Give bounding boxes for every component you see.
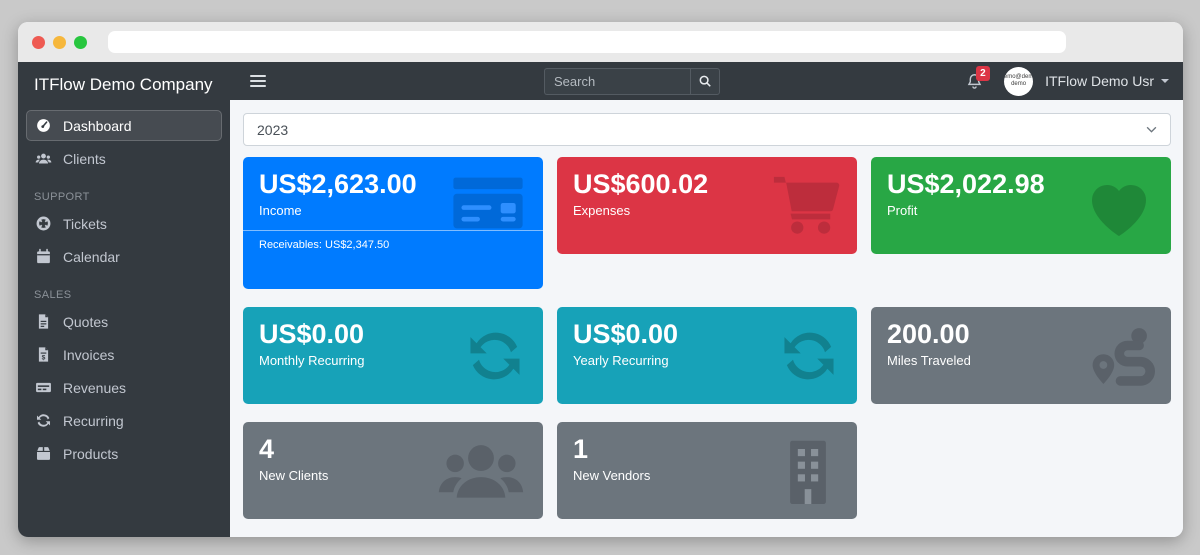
sidebar-item-label: Recurring [63, 412, 124, 429]
sidebar-item-label: Revenues [63, 379, 127, 396]
sidebar-item-label: Invoices [63, 346, 115, 363]
sidebar-nav: Dashboard Clients SUPPORT [18, 104, 230, 475]
user-menu[interactable]: ITFlow Demo Usr [1045, 73, 1169, 89]
sync-icon [36, 414, 51, 427]
sidebar-item-label: Quotes [63, 313, 109, 330]
sync-icon [777, 324, 841, 388]
caret-down-icon [1161, 79, 1169, 83]
card-label: Monthly Recurring [259, 353, 365, 369]
sidebar-item-revenues[interactable]: Revenues [26, 372, 222, 403]
monthly-recurring-card[interactable]: US$0.00 Monthly Recurring [243, 307, 543, 404]
card-footer: Receivables: US$2,347.50 [259, 239, 390, 252]
sidebar-item-calendar[interactable]: Calendar [26, 241, 222, 272]
profit-card[interactable]: US$2,022.98 Profit [871, 157, 1171, 254]
sidebar-item-invoices[interactable]: $ Invoices [26, 339, 222, 370]
sidebar-item-label: Calendar [63, 248, 120, 265]
browser-chrome [18, 22, 1183, 62]
card-value: US$0.00 [573, 319, 679, 349]
search-input[interactable] [544, 67, 690, 95]
address-bar[interactable] [108, 31, 1066, 53]
sidebar-item-quotes[interactable]: Quotes [26, 306, 222, 337]
box-icon [36, 447, 51, 460]
avatar-text: demo@demo [1004, 73, 1034, 80]
card-value: 200.00 [887, 319, 970, 349]
sidebar-item-label: Dashboard [63, 117, 132, 134]
card-label: Income [259, 203, 302, 219]
search-icon [699, 75, 711, 87]
shopping-cart-icon [771, 171, 841, 241]
year-select[interactable]: 2023 [243, 113, 1171, 146]
card-value: US$0.00 [259, 319, 365, 349]
card-label: New Clients [259, 468, 329, 484]
users-icon [435, 433, 527, 509]
card-value: US$2,623.00 [259, 169, 417, 199]
top-navbar: 2 demo@demo demo ITFlow Demo Usr [230, 62, 1183, 100]
minimize-window-button[interactable] [53, 35, 66, 49]
gauge-icon [37, 119, 50, 132]
card-value: 1 [573, 434, 589, 464]
new-clients-card[interactable]: 4 New Clients [243, 422, 543, 519]
search-box [544, 67, 720, 95]
svg-text:$: $ [42, 355, 46, 362]
card-label: Profit [887, 203, 918, 219]
file-lines-icon [38, 314, 49, 329]
card-value: US$600.02 [573, 169, 709, 199]
card-label: New Vendors [573, 468, 651, 484]
card-value: US$2,022.98 [887, 169, 1045, 199]
route-icon [1083, 320, 1155, 392]
close-window-button[interactable] [32, 35, 45, 49]
avatar[interactable]: demo@demo demo [1004, 66, 1034, 96]
brand-title: ITFlow Demo Company [34, 75, 213, 94]
card-label: Yearly Recurring [573, 353, 669, 369]
file-invoice-dollar-icon: $ [38, 347, 49, 362]
card-divider [243, 230, 543, 232]
main-content: 2023 US$2,623.00 Income [230, 100, 1183, 537]
sidebar: ITFlow Demo Company Dashboard [18, 62, 230, 537]
heart-icon [1083, 173, 1155, 239]
sidebar-item-label: Tickets [63, 215, 107, 232]
miles-traveled-card[interactable]: 200.00 Miles Traveled [871, 307, 1171, 404]
username: ITFlow Demo Usr [1045, 73, 1154, 89]
sync-icon [463, 324, 527, 388]
sidebar-item-recurring[interactable]: Recurring [26, 405, 222, 436]
sidebar-item-clients[interactable]: Clients [26, 143, 222, 174]
card-value: 4 [259, 434, 275, 464]
sidebar-section-support: SUPPORT [34, 191, 90, 203]
income-card[interactable]: US$2,623.00 Income [243, 157, 543, 289]
calendar-icon [37, 248, 50, 264]
sidebar-item-tickets[interactable]: Tickets [26, 208, 222, 239]
sidebar-item-label: Products [63, 445, 119, 462]
navbar-right-cluster: 2 demo@demo demo ITFlow Demo Usr [965, 65, 1169, 96]
avatar-text: demo [1011, 81, 1027, 87]
dashboard-cards: US$2,623.00 Income [243, 157, 1171, 519]
money-check-icon [36, 382, 51, 393]
expenses-card[interactable]: US$600.02 Expenses [557, 157, 857, 254]
building-icon [775, 433, 841, 509]
sidebar-item-products[interactable]: Products [26, 438, 222, 469]
sidebar-item-label: Clients [63, 150, 106, 167]
year-select-value: 2023 [257, 121, 289, 138]
users-icon [35, 153, 52, 164]
notifications-button[interactable]: 2 [965, 65, 990, 91]
chevron-down-icon [1146, 126, 1157, 133]
yearly-recurring-card[interactable]: US$0.00 Yearly Recurring [557, 307, 857, 404]
credit-card-icon [449, 173, 527, 233]
notification-badge: 2 [976, 65, 990, 81]
sidebar-section-sales: SALES [34, 289, 72, 301]
new-vendors-card[interactable]: 1 New Vendors [557, 422, 857, 519]
browser-window: ITFlow Demo Company Dashboard [18, 22, 1183, 537]
menu-toggle-icon[interactable] [248, 72, 268, 90]
life-ring-icon [36, 216, 51, 231]
sidebar-item-dashboard[interactable]: Dashboard [26, 110, 222, 141]
card-label: Expenses [573, 203, 631, 219]
maximize-window-button[interactable] [74, 35, 87, 49]
search-button[interactable] [690, 67, 720, 95]
card-label: Miles Traveled [887, 353, 971, 369]
